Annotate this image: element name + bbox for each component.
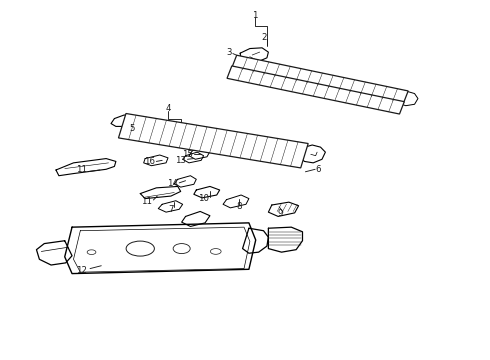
Text: 1: 1 xyxy=(252,11,257,20)
Polygon shape xyxy=(232,55,408,103)
Text: 2: 2 xyxy=(262,33,267,42)
Text: 6: 6 xyxy=(316,165,321,174)
Text: 4: 4 xyxy=(165,104,171,113)
Text: 15: 15 xyxy=(182,150,193,159)
Text: 10: 10 xyxy=(198,194,209,203)
Text: 11: 11 xyxy=(141,197,152,206)
Text: 7: 7 xyxy=(168,205,173,214)
Text: 16: 16 xyxy=(145,157,155,166)
Text: 13: 13 xyxy=(175,156,186,165)
Text: 9: 9 xyxy=(277,210,283,219)
Text: 14: 14 xyxy=(168,179,178,188)
Text: 8: 8 xyxy=(236,202,242,211)
Text: 12: 12 xyxy=(76,266,87,275)
Polygon shape xyxy=(227,66,404,114)
Text: 11: 11 xyxy=(76,166,87,175)
Text: 5: 5 xyxy=(129,125,135,134)
Text: 3: 3 xyxy=(227,48,232,57)
Polygon shape xyxy=(119,113,308,168)
